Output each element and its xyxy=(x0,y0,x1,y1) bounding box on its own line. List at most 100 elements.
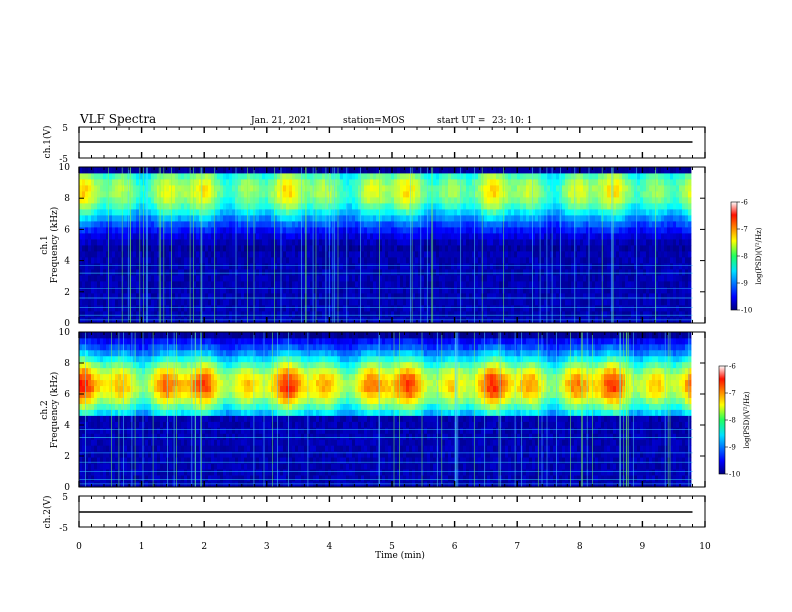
spectrogram-cell xyxy=(136,227,140,234)
spectrogram-cell xyxy=(106,287,110,294)
spectrogram-cell xyxy=(370,215,374,222)
spectrogram-cell xyxy=(619,275,623,282)
spectrogram-cell xyxy=(307,179,311,186)
spectrogram-cell xyxy=(634,173,638,180)
spectrogram-cell xyxy=(598,209,602,216)
spectrogram-cell xyxy=(316,305,320,312)
spectrogram-cell xyxy=(133,263,137,270)
spectrogram-cell xyxy=(535,251,539,258)
spectrogram-cell xyxy=(322,215,326,222)
spectrogram-cell xyxy=(439,215,443,222)
spectrogram-cell xyxy=(577,275,581,282)
spectrogram-cell xyxy=(238,257,242,264)
spectrogram-cell xyxy=(121,257,125,264)
spectrogram-cell xyxy=(451,209,455,216)
spectrogram-cell xyxy=(616,257,620,264)
spectrogram-cell xyxy=(490,269,494,276)
spectrogram-cell xyxy=(574,251,578,258)
spectrogram-cell xyxy=(130,197,134,204)
spectrogram-cell xyxy=(202,221,206,228)
spectrogram-cell xyxy=(625,257,629,264)
spectrogram-cell xyxy=(505,263,509,270)
spectrogram-cell xyxy=(490,191,494,198)
spectrogram-cell xyxy=(595,269,599,276)
spectrogram-cell xyxy=(265,203,269,210)
spectrogram-cell xyxy=(100,293,104,300)
spectrogram-cell xyxy=(541,191,545,198)
spectrogram-cell xyxy=(562,287,566,294)
spectrogram-cell xyxy=(529,275,533,282)
spectrogram-cell xyxy=(79,311,83,318)
spectrogram-cell xyxy=(79,167,83,174)
spectrogram-cell xyxy=(292,179,296,186)
spectrogram-cell xyxy=(445,269,449,276)
spectrogram-cell xyxy=(190,203,194,210)
spectrogram-cell xyxy=(151,299,155,306)
spectrogram-cell xyxy=(616,281,620,288)
spectrogram-cell xyxy=(445,173,449,180)
spectrogram-cell xyxy=(103,281,107,288)
spectrogram-cell xyxy=(328,257,332,264)
spectrogram-cell xyxy=(562,167,566,174)
spectrogram-cell xyxy=(352,227,356,234)
spectrogram-cell xyxy=(283,173,287,180)
spectrogram-cell xyxy=(388,221,392,228)
spectrogram-cell xyxy=(175,233,179,240)
spectrogram-cell xyxy=(244,263,248,270)
spectrogram-cell xyxy=(253,281,257,288)
spectrogram-cell xyxy=(457,281,461,288)
spectrogram-cell xyxy=(124,263,128,270)
spectrogram-cell xyxy=(178,239,182,246)
spectrogram-cell xyxy=(451,251,455,258)
spectrogram-cell xyxy=(91,251,95,258)
spectrogram-cell xyxy=(244,233,248,240)
spectrogram-cell xyxy=(97,191,101,198)
spectrogram-cell xyxy=(445,251,449,258)
spectrogram-cell xyxy=(298,299,302,306)
spectrogram-cell xyxy=(535,245,539,252)
spectrogram-cell xyxy=(346,215,350,222)
spectrogram-cell xyxy=(604,203,608,210)
spectrogram-cell xyxy=(403,215,407,222)
spectrogram-cell xyxy=(346,269,350,276)
spectrogram-cell xyxy=(403,293,407,300)
spectrogram-cell xyxy=(622,215,626,222)
spectrogram-cell xyxy=(424,257,428,264)
spectrogram-cell xyxy=(166,215,170,222)
spectrogram-cell xyxy=(286,185,290,192)
spectrogram-cell xyxy=(436,221,440,228)
spectrogram-cell xyxy=(274,179,278,186)
spectrogram-cell xyxy=(280,263,284,270)
spectrogram-cell xyxy=(493,251,497,258)
spectrogram-cell xyxy=(511,275,515,282)
spectrogram-cell xyxy=(562,299,566,306)
spectrogram-cell xyxy=(103,203,107,210)
spectrogram-cell xyxy=(193,287,197,294)
spectrogram-cell xyxy=(547,173,551,180)
spectrogram-cell xyxy=(148,245,152,252)
spectrogram-cell xyxy=(601,221,605,228)
spectrogram-cell xyxy=(301,203,305,210)
spectrogram-cell xyxy=(460,305,464,312)
spectrogram-cell xyxy=(562,215,566,222)
spectrogram-cell xyxy=(280,305,284,312)
spectrogram-cell xyxy=(487,203,491,210)
spectrogram-cell xyxy=(295,203,299,210)
spectrogram-cell xyxy=(598,191,602,198)
spectrogram-cell xyxy=(151,221,155,228)
spectrogram-cell xyxy=(424,239,428,246)
spectrogram-cell xyxy=(79,245,83,252)
spectrogram-cell xyxy=(544,197,548,204)
spectrogram-cell xyxy=(382,167,386,174)
spectrogram-cell xyxy=(238,287,242,294)
spectrogram-cell xyxy=(493,311,497,318)
spectrogram-cell xyxy=(445,293,449,300)
spectrogram-cell xyxy=(190,179,194,186)
spectrogram-cell xyxy=(205,269,209,276)
spectrogram-cell xyxy=(484,263,488,270)
spectrogram-cell xyxy=(487,263,491,270)
spectrogram-cell xyxy=(568,263,572,270)
spectrogram-cell xyxy=(334,281,338,288)
spectrogram-cell xyxy=(514,233,518,240)
spectrogram-cell xyxy=(433,245,437,252)
